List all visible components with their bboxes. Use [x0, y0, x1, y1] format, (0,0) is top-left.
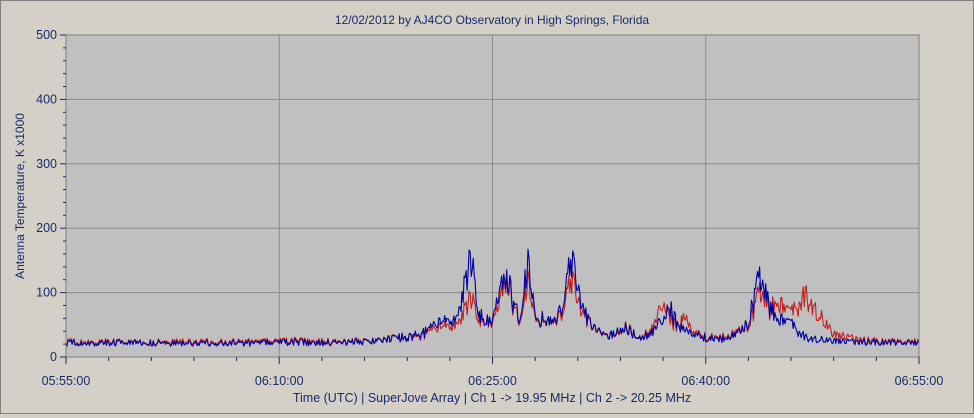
y-tick-label: 300 [36, 157, 57, 171]
y-tick-label: 500 [36, 28, 57, 42]
x-axis-label: Time (UTC) | SuperJove Array | Ch 1 -> 1… [293, 391, 691, 405]
x-tick-label: 05:55:00 [42, 374, 91, 388]
series-line-1 [65, 248, 920, 347]
y-tick-label: 100 [36, 286, 57, 300]
y-axis: 0 100 200 300 400 500 [36, 28, 66, 364]
chart-title: 12/02/2012 by AJ4CO Observatory in High … [335, 13, 649, 27]
y-tick-label: 200 [36, 221, 57, 235]
x-tick-label: 06:40:00 [681, 374, 730, 388]
x-tick-label: 06:25:00 [468, 374, 517, 388]
x-tick-label: 06:10:00 [255, 374, 304, 388]
x-tick-label: 06:55:00 [895, 374, 944, 388]
y-tick-label: 400 [36, 92, 57, 106]
series-layer [65, 248, 920, 347]
y-tick-label: 0 [50, 350, 57, 364]
y-axis-label: Antenna Temperature, K x1000 [13, 113, 27, 279]
x-axis: 05:55:00 06:10:00 06:25:00 06:40:00 06:55:00 [42, 357, 944, 388]
